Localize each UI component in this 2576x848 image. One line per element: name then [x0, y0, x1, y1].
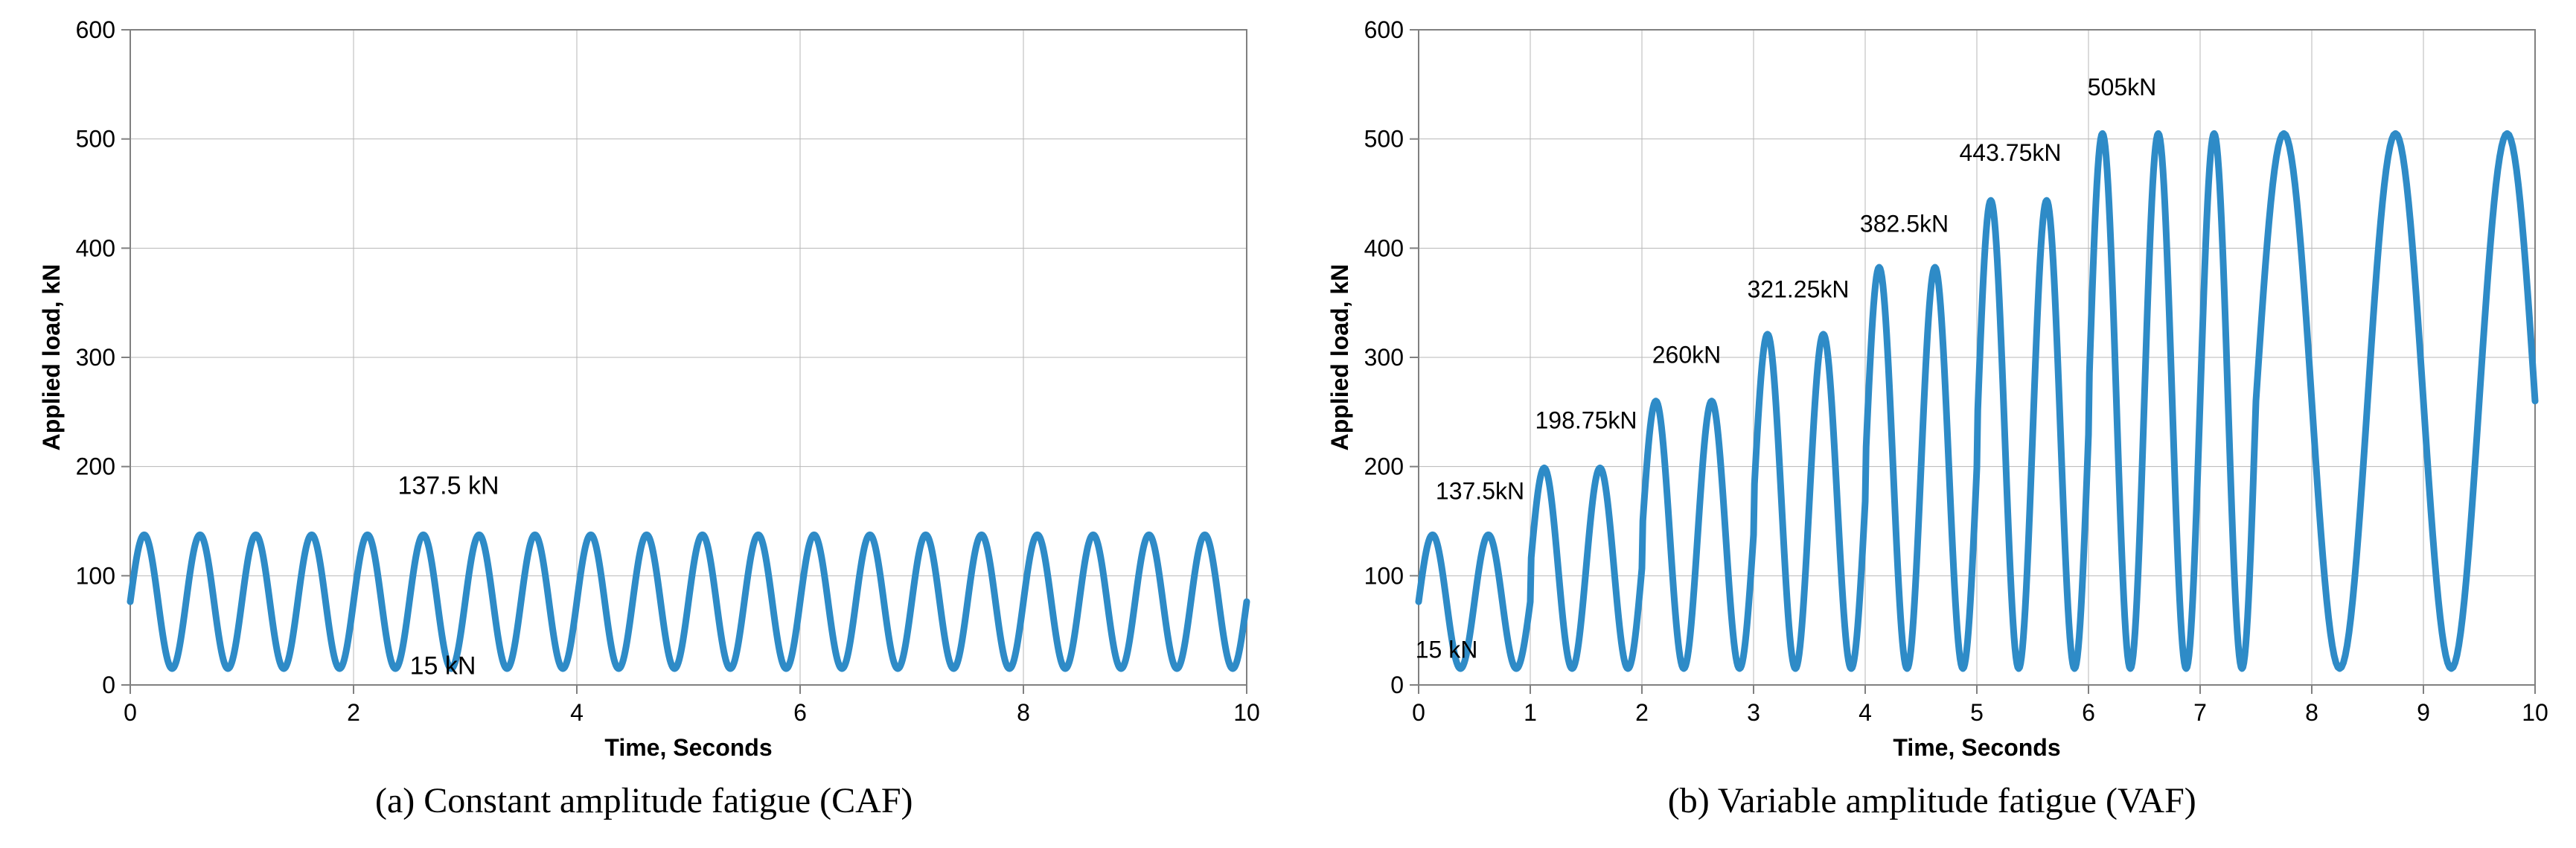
- svg-text:Time, Seconds: Time, Seconds: [1893, 734, 2060, 761]
- svg-text:100: 100: [1364, 562, 1403, 589]
- figure-dual-chart: 02468100100200300400500600Time, SecondsA…: [0, 0, 2576, 848]
- svg-text:443.75kN: 443.75kN: [1959, 139, 2061, 166]
- svg-text:5: 5: [1970, 699, 1984, 726]
- panel-left: 02468100100200300400500600Time, SecondsA…: [22, 15, 1266, 841]
- svg-text:300: 300: [76, 344, 115, 371]
- svg-text:10: 10: [1233, 699, 1260, 726]
- svg-text:2: 2: [347, 699, 360, 726]
- svg-text:8: 8: [2305, 699, 2318, 726]
- svg-text:15 kN: 15 kN: [410, 651, 476, 680]
- svg-text:600: 600: [76, 16, 115, 43]
- svg-text:9: 9: [2417, 699, 2430, 726]
- svg-text:260kN: 260kN: [1652, 341, 1722, 368]
- svg-text:505kN: 505kN: [2088, 74, 2157, 101]
- svg-text:4: 4: [570, 699, 584, 726]
- svg-text:200: 200: [1364, 453, 1403, 480]
- svg-text:0: 0: [1390, 672, 1404, 698]
- panel-right: 0123456789100100200300400500600Time, Sec…: [1311, 15, 2554, 841]
- caption-left: (a) Constant amplitude fatigue (CAF): [375, 780, 913, 821]
- chart-caf-svg: 02468100100200300400500600Time, SecondsA…: [26, 15, 1262, 767]
- caption-right: (b) Variable amplitude fatigue (VAF): [1668, 780, 2196, 821]
- plot-caf: 02468100100200300400500600Time, SecondsA…: [26, 15, 1262, 767]
- svg-text:2: 2: [1635, 699, 1649, 726]
- svg-text:3: 3: [1747, 699, 1760, 726]
- svg-text:15 kN: 15 kN: [1415, 636, 1477, 663]
- chart-vaf-svg: 0123456789100100200300400500600Time, Sec…: [1314, 15, 2550, 767]
- svg-text:6: 6: [793, 699, 807, 726]
- svg-text:100: 100: [76, 562, 115, 589]
- svg-text:0: 0: [124, 699, 137, 726]
- svg-text:4: 4: [1859, 699, 1872, 726]
- svg-text:300: 300: [1364, 344, 1403, 371]
- plot-vaf: 0123456789100100200300400500600Time, Sec…: [1314, 15, 2550, 767]
- svg-text:500: 500: [76, 126, 115, 153]
- svg-text:137.5kN: 137.5kN: [1436, 478, 1524, 505]
- svg-text:500: 500: [1364, 126, 1403, 153]
- svg-text:321.25kN: 321.25kN: [1747, 275, 1849, 302]
- svg-text:8: 8: [1017, 699, 1030, 726]
- svg-text:198.75kN: 198.75kN: [1535, 407, 1637, 433]
- svg-text:6: 6: [2082, 699, 2095, 726]
- svg-text:Applied load, kN: Applied load, kN: [38, 264, 65, 451]
- svg-text:382.5kN: 382.5kN: [1860, 210, 1949, 237]
- svg-text:10: 10: [2522, 699, 2548, 726]
- svg-text:0: 0: [102, 672, 115, 698]
- svg-text:Time, Seconds: Time, Seconds: [605, 734, 773, 761]
- svg-text:600: 600: [1364, 16, 1403, 43]
- svg-text:400: 400: [76, 235, 115, 261]
- svg-text:200: 200: [76, 453, 115, 480]
- svg-text:0: 0: [1412, 699, 1425, 726]
- svg-text:Applied load, kN: Applied load, kN: [1326, 264, 1353, 451]
- svg-text:1: 1: [1524, 699, 1537, 726]
- svg-text:400: 400: [1364, 235, 1403, 261]
- svg-text:7: 7: [2193, 699, 2207, 726]
- svg-text:137.5 kN: 137.5 kN: [398, 471, 499, 500]
